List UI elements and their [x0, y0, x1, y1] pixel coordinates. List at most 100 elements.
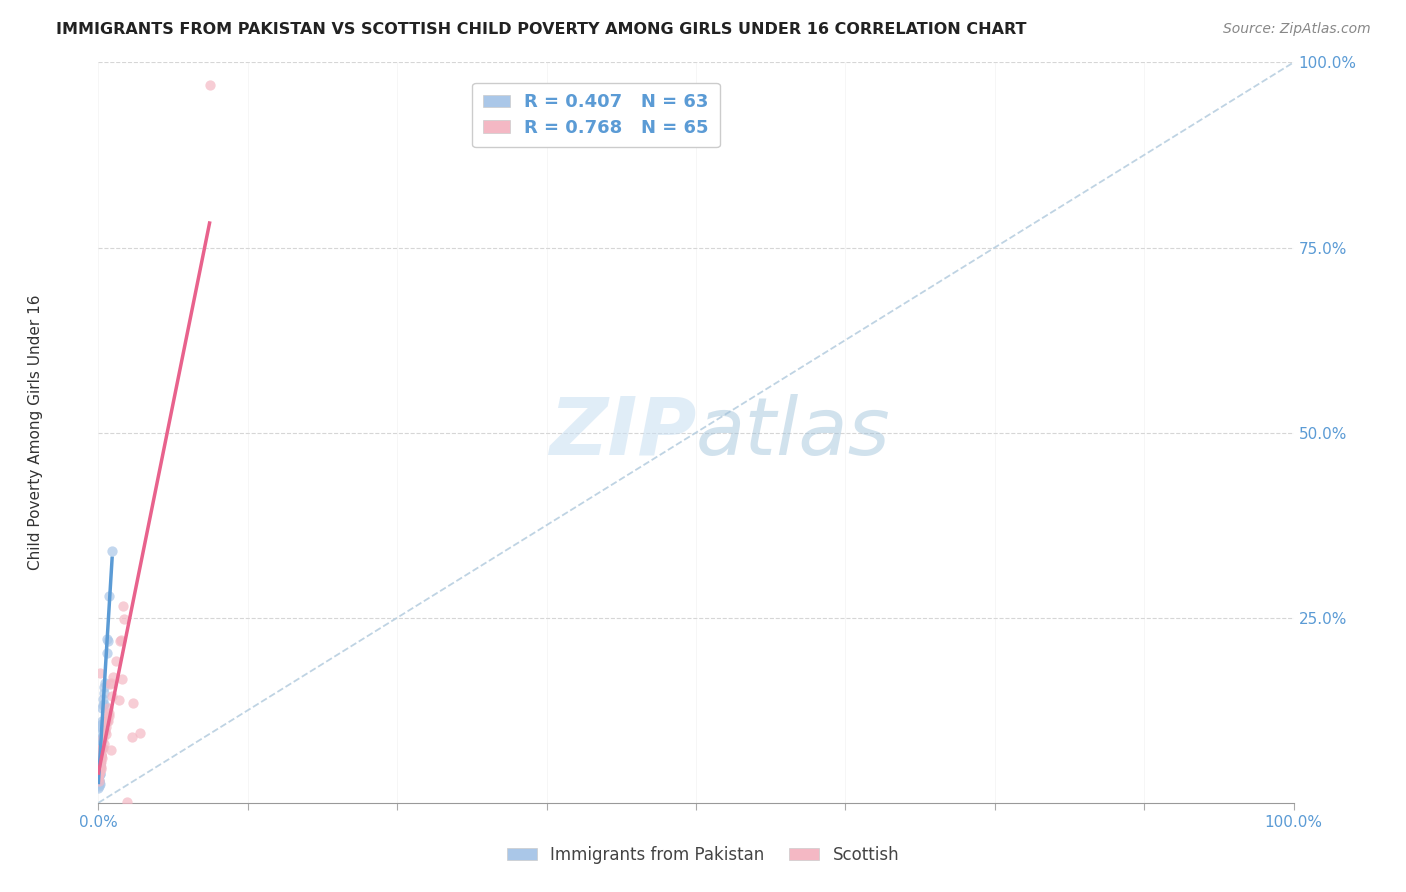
- Point: [94, 675, 117, 690]
- Point: [94, 724, 117, 739]
- Point: [89, 761, 111, 775]
- Point: [90, 743, 112, 757]
- Point: [111, 672, 134, 686]
- Point: [105, 654, 128, 668]
- Point: [198, 78, 221, 92]
- Point: [91, 731, 114, 746]
- Point: [90, 734, 112, 748]
- Point: [110, 633, 132, 648]
- Point: [87, 755, 110, 769]
- Point: [87, 777, 110, 791]
- Point: [90, 720, 112, 734]
- Text: Source: ZipAtlas.com: Source: ZipAtlas.com: [1223, 22, 1371, 37]
- Point: [94, 720, 117, 734]
- Point: [96, 646, 118, 660]
- Point: [87, 780, 110, 795]
- Point: [89, 754, 111, 768]
- Point: [90, 732, 112, 747]
- Point: [93, 737, 115, 751]
- Point: [90, 747, 112, 762]
- Point: [87, 761, 110, 775]
- Point: [89, 763, 111, 777]
- Point: [112, 612, 135, 626]
- Point: [87, 764, 110, 778]
- Point: [90, 723, 112, 737]
- Point: [89, 777, 111, 791]
- Point: [89, 732, 111, 747]
- Point: [87, 773, 110, 788]
- Point: [89, 756, 111, 771]
- Point: [89, 766, 111, 780]
- Point: [93, 685, 115, 699]
- Point: [94, 714, 117, 728]
- Point: [89, 756, 111, 771]
- Point: [122, 696, 145, 710]
- Legend: R = 0.407   N = 63, R = 0.768   N = 65: R = 0.407 N = 63, R = 0.768 N = 65: [472, 83, 720, 147]
- Point: [87, 762, 110, 776]
- Point: [100, 743, 122, 757]
- Point: [89, 739, 111, 753]
- Point: [90, 719, 112, 733]
- Point: [100, 675, 122, 690]
- Point: [89, 755, 111, 769]
- Point: [101, 544, 124, 558]
- Point: [90, 741, 112, 756]
- Text: atlas: atlas: [696, 393, 891, 472]
- Point: [90, 717, 112, 731]
- Text: ZIP: ZIP: [548, 393, 696, 472]
- Point: [89, 759, 111, 773]
- Point: [89, 766, 111, 780]
- Point: [89, 756, 111, 770]
- Point: [87, 774, 110, 789]
- Point: [96, 714, 118, 728]
- Point: [90, 762, 112, 776]
- Point: [87, 780, 110, 794]
- Point: [111, 599, 134, 614]
- Point: [87, 759, 110, 773]
- Point: [89, 748, 111, 763]
- Point: [90, 734, 112, 748]
- Point: [87, 758, 110, 772]
- Text: IMMIGRANTS FROM PAKISTAN VS SCOTTISH CHILD POVERTY AMONG GIRLS UNDER 16 CORRELAT: IMMIGRANTS FROM PAKISTAN VS SCOTTISH CHI…: [56, 22, 1026, 37]
- Point: [90, 733, 112, 747]
- Legend: Immigrants from Pakistan, Scottish: Immigrants from Pakistan, Scottish: [501, 839, 905, 871]
- Y-axis label: Child Poverty Among Girls Under 16: Child Poverty Among Girls Under 16: [28, 295, 42, 570]
- Point: [89, 750, 111, 764]
- Point: [87, 775, 110, 789]
- Point: [90, 735, 112, 749]
- Point: [98, 708, 121, 723]
- Point: [89, 755, 111, 769]
- Point: [100, 677, 122, 691]
- Point: [97, 714, 120, 728]
- Point: [87, 759, 110, 773]
- Point: [89, 752, 111, 766]
- Point: [90, 755, 112, 769]
- Point: [90, 751, 112, 765]
- Point: [90, 747, 112, 762]
- Point: [89, 745, 111, 759]
- Point: [89, 744, 111, 758]
- Point: [90, 740, 112, 755]
- Point: [90, 748, 112, 763]
- Point: [89, 756, 111, 771]
- Point: [90, 733, 112, 747]
- Point: [101, 689, 124, 703]
- Point: [87, 763, 110, 777]
- Point: [89, 767, 111, 781]
- Point: [90, 739, 112, 753]
- Point: [103, 670, 125, 684]
- Point: [87, 759, 110, 773]
- Point: [89, 748, 111, 763]
- Point: [89, 747, 111, 762]
- Point: [89, 744, 111, 758]
- Point: [128, 726, 150, 740]
- Point: [89, 746, 111, 760]
- Point: [90, 760, 112, 774]
- Point: [89, 767, 111, 781]
- Point: [91, 700, 114, 714]
- Point: [87, 772, 110, 787]
- Point: [89, 748, 111, 763]
- Point: [97, 700, 120, 714]
- Point: [90, 733, 112, 747]
- Point: [108, 693, 131, 707]
